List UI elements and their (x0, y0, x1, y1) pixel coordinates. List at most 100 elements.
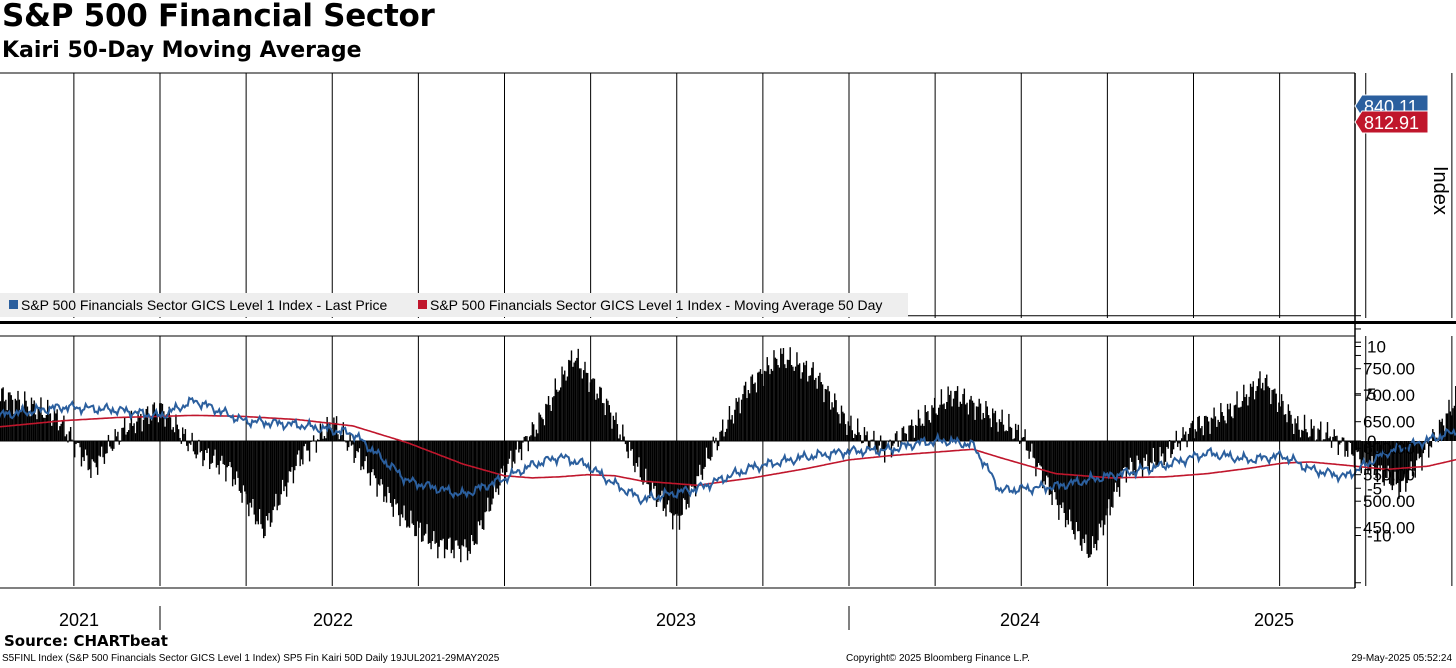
kairi-bar-791 (915, 424, 917, 441)
kairi-bar-857 (1004, 431, 1006, 441)
kairi-bar-769 (885, 441, 887, 450)
price-ytick-label-550: 550.00 (1363, 466, 1415, 485)
kairi-bar-1073 (1295, 423, 1298, 441)
kairi-bar-1059 (1276, 412, 1279, 441)
kairi-bar-973 (1160, 441, 1163, 457)
kairi-bar-823 (958, 406, 960, 441)
kairi-bar-246 (179, 437, 181, 441)
kairi-bar-149 (48, 413, 50, 441)
kairi-bar-154 (55, 413, 57, 441)
kairi-bar-930 (1102, 441, 1105, 536)
kairi-bar-882 (1037, 441, 1040, 463)
kairi-bar-1162 (1415, 441, 1418, 461)
kairi-bar-583 (634, 441, 636, 473)
kairi-bar-649 (723, 436, 725, 441)
kairi-bar-218 (141, 431, 143, 441)
kairi-bar-1029 (1236, 391, 1238, 441)
kairi-bar-782 (902, 426, 905, 441)
kairi-bar-329 (291, 441, 293, 468)
kairi-bar-545 (582, 370, 585, 441)
kairi-bar-171 (78, 441, 80, 444)
kairi-bar-468 (478, 441, 481, 526)
kairi-bar-1149 (1398, 441, 1400, 499)
kairi-bar-402 (389, 441, 392, 503)
legend-swatch-ma (418, 300, 427, 309)
kairi-bar-813 (944, 409, 947, 441)
kairi-bar-946 (1124, 441, 1126, 467)
kairi-bar-294 (244, 441, 246, 492)
kairi-ytick-label--5: -5 (1367, 479, 1382, 498)
kairi-bar-282 (227, 441, 230, 467)
kairi-bar-548 (586, 372, 589, 441)
kairi-bar-537 (572, 366, 574, 441)
kairi-bar-340 (306, 441, 308, 451)
kairi-bar-568 (613, 419, 616, 441)
kairi-bar-916 (1083, 441, 1086, 544)
kairi-bar-421 (415, 441, 417, 537)
kairi-bar-129 (21, 405, 23, 441)
kairi-bar-313 (269, 441, 272, 527)
kairi-bar-1190 (1453, 405, 1456, 441)
kairi-bar-840 (981, 419, 983, 441)
kairi-bar-461 (469, 441, 471, 554)
kairi-bar-1155 (1406, 441, 1408, 484)
kairi-bar-546 (584, 361, 586, 441)
kairi-bar-744 (851, 430, 853, 441)
kairi-bar-144 (41, 414, 43, 441)
kairi-bar-342 (308, 441, 311, 462)
kairi-bar-614 (676, 441, 678, 514)
kairi-bar-820 (954, 391, 956, 441)
kairi-bar-262 (200, 441, 203, 451)
kairi-bar-244 (176, 424, 178, 441)
kairi-bar-959 (1141, 441, 1144, 477)
kairi-bar-635 (704, 441, 706, 467)
kairi-bar-481 (496, 441, 498, 489)
kairi-bar-230 (157, 422, 160, 441)
kairi-bar-1056 (1272, 389, 1275, 441)
kairi-bar-306 (260, 441, 262, 525)
axis-frame (0, 73, 1456, 589)
kairi-bar-591 (645, 441, 647, 469)
kairi-bar-982 (1172, 441, 1175, 450)
kairi-bar-265 (204, 441, 207, 451)
kairi-bar-560 (603, 403, 605, 441)
kairi-bar-871 (1023, 436, 1025, 441)
kairi-bar-918 (1086, 441, 1088, 554)
kairi-bar-851 (996, 422, 998, 441)
kairi-bar-575 (623, 436, 625, 441)
kairi-bar-967 (1152, 441, 1155, 448)
kairi-bar-278 (222, 441, 224, 465)
kairi-bar-594 (649, 441, 651, 499)
kairi-bar-1137 (1382, 441, 1384, 483)
kairi-bar-815 (947, 386, 949, 441)
kairi-bar-286 (233, 441, 235, 480)
kairi-bar-339 (304, 441, 307, 444)
kairi-bar-551 (591, 379, 593, 441)
kairi-bar-631 (699, 441, 701, 465)
kairi-bar-822 (956, 386, 959, 441)
kairi-bar-323 (283, 441, 285, 492)
kairi-bar-1106 (1340, 441, 1342, 443)
kairi-bar-393 (377, 441, 380, 485)
kairi-bar-596 (651, 441, 654, 483)
kairi-bar-728 (829, 409, 832, 441)
kairi-bar-767 (882, 441, 885, 450)
kairi-bar-650 (724, 431, 727, 441)
kairi-bar-511 (537, 433, 539, 441)
kairi-bar-1129 (1371, 441, 1373, 457)
kairi-bar-950 (1129, 441, 1132, 458)
kairi-bar-639 (709, 441, 712, 461)
kairi-bar-235 (164, 426, 166, 441)
kairi-bar-552 (592, 378, 594, 441)
kairi-bar-408 (397, 441, 400, 516)
kairi-bar-362 (335, 416, 338, 441)
kairi-bar-1147 (1395, 441, 1398, 485)
kairi-bar-843 (985, 400, 987, 441)
kairi-bar-830 (967, 414, 970, 441)
kairi-bar-1008 (1207, 421, 1210, 441)
kairi-bar-543 (580, 368, 582, 441)
kairi-bar-751 (861, 441, 863, 444)
kairi-bar-947 (1125, 441, 1128, 483)
kairi-bar-507 (531, 422, 534, 441)
kairi-bar-1181 (1441, 418, 1443, 441)
